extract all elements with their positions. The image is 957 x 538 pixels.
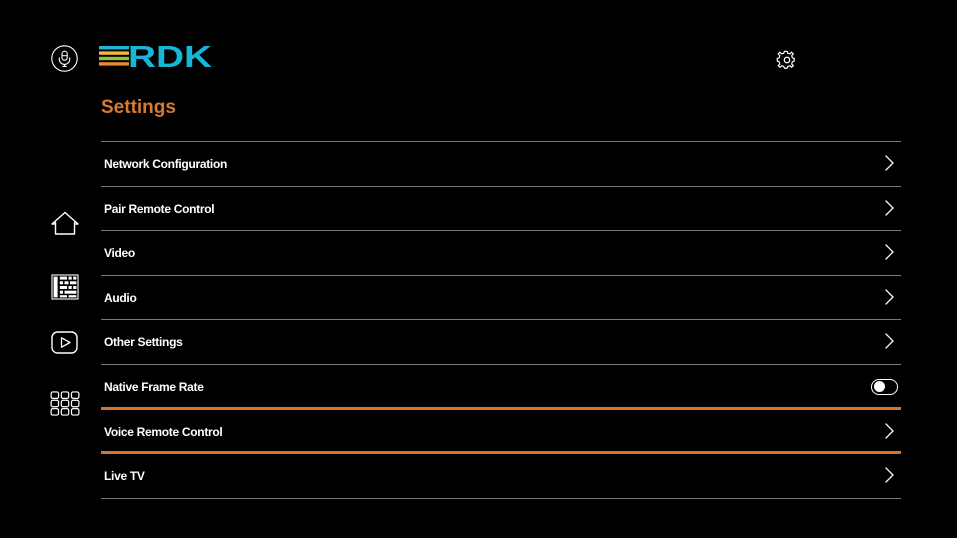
svg-text:RDK: RDK (128, 42, 213, 74)
